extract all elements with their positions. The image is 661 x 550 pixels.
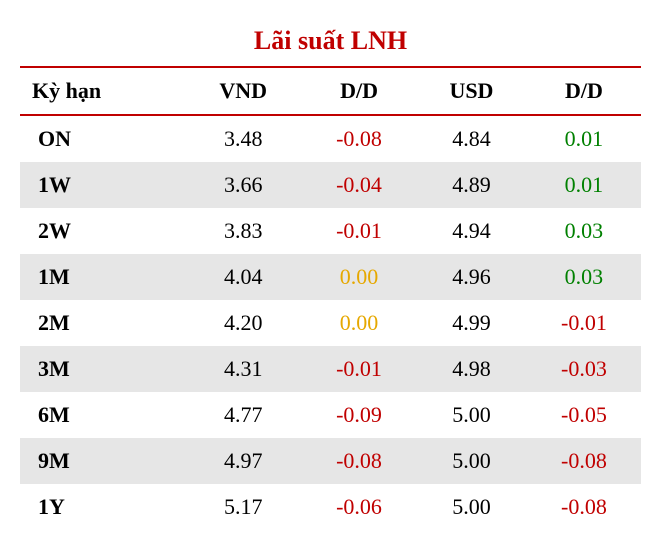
header-row: Kỳ hạn VND D/D USD D/D xyxy=(20,67,641,115)
cell-term: 1W xyxy=(20,162,184,208)
cell-vnd: 4.20 xyxy=(184,300,302,346)
cell-dd1: -0.09 xyxy=(302,392,416,438)
cell-dd2: 0.01 xyxy=(527,162,641,208)
table-row: 2M4.200.004.99-0.01 xyxy=(20,300,641,346)
table-title: Lãi suất LNH xyxy=(20,20,641,66)
cell-term: 1Y xyxy=(20,484,184,530)
cell-usd: 4.84 xyxy=(416,115,527,162)
cell-dd2: 0.03 xyxy=(527,254,641,300)
cell-vnd: 3.48 xyxy=(184,115,302,162)
cell-usd: 4.94 xyxy=(416,208,527,254)
cell-usd: 5.00 xyxy=(416,392,527,438)
cell-dd2: -0.03 xyxy=(527,346,641,392)
cell-vnd: 3.83 xyxy=(184,208,302,254)
cell-vnd: 3.66 xyxy=(184,162,302,208)
cell-vnd: 4.04 xyxy=(184,254,302,300)
cell-usd: 4.89 xyxy=(416,162,527,208)
table-row: 6M4.77-0.095.00-0.05 xyxy=(20,392,641,438)
table-row: 1Y5.17-0.065.00-0.08 xyxy=(20,484,641,530)
cell-term: 9M xyxy=(20,438,184,484)
cell-dd1: 0.00 xyxy=(302,254,416,300)
cell-usd: 5.00 xyxy=(416,438,527,484)
cell-vnd: 4.97 xyxy=(184,438,302,484)
col-vnd: VND xyxy=(184,67,302,115)
cell-dd2: 0.01 xyxy=(527,115,641,162)
cell-dd1: -0.08 xyxy=(302,438,416,484)
cell-dd1: -0.01 xyxy=(302,346,416,392)
col-usd: USD xyxy=(416,67,527,115)
cell-term: ON xyxy=(20,115,184,162)
cell-dd1: -0.06 xyxy=(302,484,416,530)
cell-dd2: -0.08 xyxy=(527,484,641,530)
cell-dd1: -0.04 xyxy=(302,162,416,208)
table-row: 1M4.040.004.960.03 xyxy=(20,254,641,300)
cell-term: 2W xyxy=(20,208,184,254)
table-row: 2W3.83-0.014.940.03 xyxy=(20,208,641,254)
cell-dd2: 0.03 xyxy=(527,208,641,254)
cell-dd1: 0.00 xyxy=(302,300,416,346)
cell-usd: 5.00 xyxy=(416,484,527,530)
cell-dd2: -0.01 xyxy=(527,300,641,346)
cell-vnd: 4.31 xyxy=(184,346,302,392)
table-row: ON3.48-0.084.840.01 xyxy=(20,115,641,162)
cell-vnd: 4.77 xyxy=(184,392,302,438)
cell-term: 6M xyxy=(20,392,184,438)
cell-usd: 4.99 xyxy=(416,300,527,346)
table-row: 9M4.97-0.085.00-0.08 xyxy=(20,438,641,484)
rates-table-container: Lãi suất LNH Kỳ hạn VND D/D USD D/D ON3.… xyxy=(20,20,641,530)
cell-term: 1M xyxy=(20,254,184,300)
col-dd2: D/D xyxy=(527,67,641,115)
cell-dd1: -0.08 xyxy=(302,115,416,162)
cell-dd2: -0.08 xyxy=(527,438,641,484)
cell-term: 3M xyxy=(20,346,184,392)
rates-table: Kỳ hạn VND D/D USD D/D ON3.48-0.084.840.… xyxy=(20,66,641,530)
col-dd1: D/D xyxy=(302,67,416,115)
cell-term: 2M xyxy=(20,300,184,346)
cell-vnd: 5.17 xyxy=(184,484,302,530)
table-row: 3M4.31-0.014.98-0.03 xyxy=(20,346,641,392)
cell-dd1: -0.01 xyxy=(302,208,416,254)
cell-usd: 4.98 xyxy=(416,346,527,392)
table-row: 1W3.66-0.044.890.01 xyxy=(20,162,641,208)
cell-dd2: -0.05 xyxy=(527,392,641,438)
cell-usd: 4.96 xyxy=(416,254,527,300)
col-term: Kỳ hạn xyxy=(20,67,184,115)
